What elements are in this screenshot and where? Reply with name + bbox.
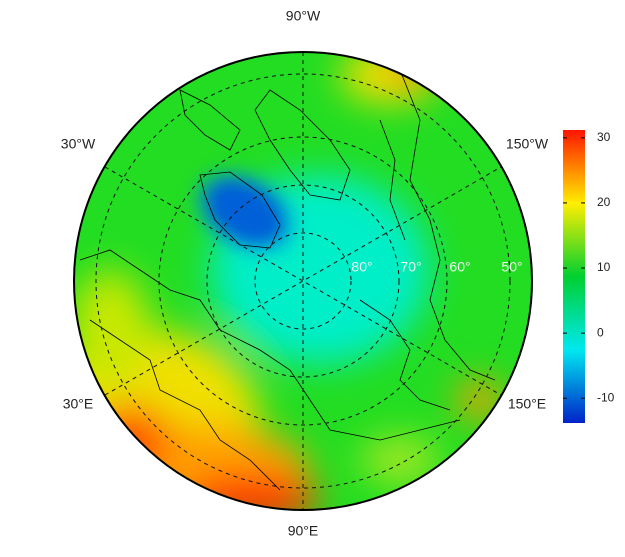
latitude-label: 70° [400, 259, 421, 275]
longitude-label: 150°E [508, 396, 546, 412]
colorbar: -10 0 10 20 30 [563, 130, 615, 423]
colorbar-tick-label: 30 [597, 130, 611, 144]
latitude-label: 80° [351, 259, 372, 275]
longitude-label: 30°W [61, 136, 96, 152]
colorbar-scale [563, 130, 585, 423]
colorbar-tick-label: -10 [597, 390, 615, 404]
latitude-label: 60° [449, 259, 470, 275]
graticule [95, 52, 511, 510]
map-border [73, 51, 533, 511]
colorbar-tick-label: 10 [597, 260, 611, 274]
longitude-label: 90°E [288, 523, 319, 539]
colorbar-tick-label: 20 [597, 195, 611, 209]
colorbar-tick-label: 0 [597, 325, 604, 339]
latitude-label: 50° [501, 259, 522, 275]
longitude-label: 90°W [286, 8, 321, 24]
longitude-label: 30°E [63, 396, 94, 412]
longitude-label: 150°W [506, 136, 549, 152]
